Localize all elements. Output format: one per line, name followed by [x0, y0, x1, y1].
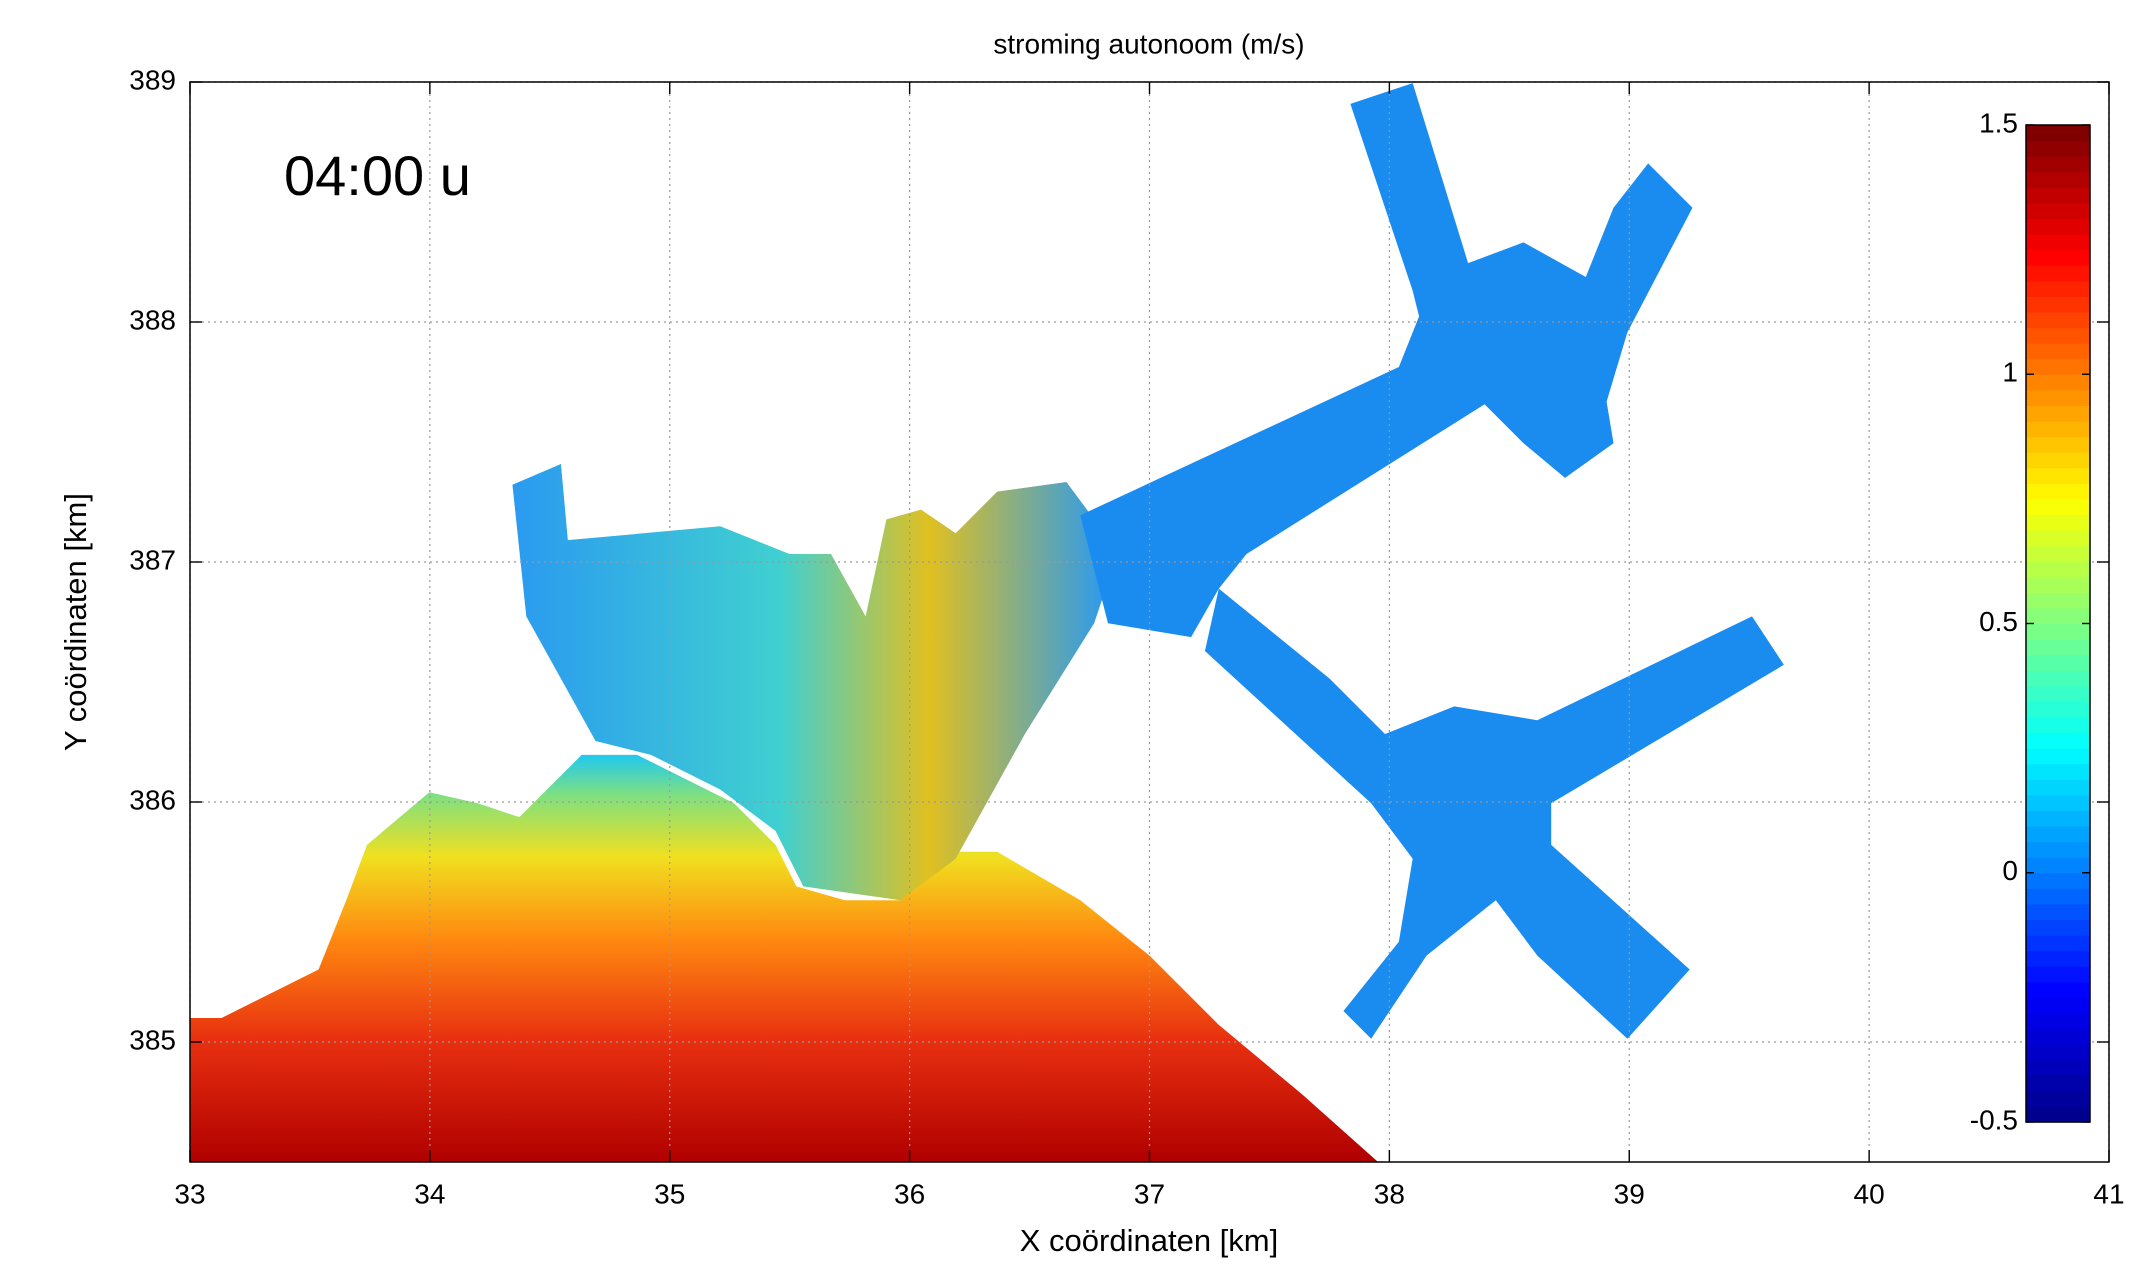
colorbar-swatch: [2026, 436, 2090, 453]
colorbar-swatch: [2026, 374, 2090, 391]
colorbar-swatch: [2026, 950, 2090, 967]
colorbar-swatch: [2026, 187, 2090, 204]
colorbar-swatch: [2026, 140, 2090, 157]
colorbar-tick-label: 0.5: [1979, 606, 2018, 637]
colorbar-swatch: [2026, 981, 2090, 998]
colorbar-swatch: [2026, 623, 2090, 640]
colorbar-swatch: [2026, 498, 2090, 516]
harbour-arm: [1080, 297, 1489, 638]
colorbar-swatch: [2026, 1075, 2090, 1092]
colorbar-swatch: [2026, 810, 2090, 827]
y-tick-label: 388: [129, 304, 176, 335]
colorbar-swatch: [2026, 1059, 2090, 1076]
colorbar-swatch: [2026, 561, 2090, 578]
x-tick-label: 39: [1614, 1178, 1645, 1209]
colorbar-swatch: [2026, 452, 2090, 469]
colorbar-swatch: [2026, 125, 2090, 142]
colorbar-swatch: [2026, 763, 2090, 780]
colorbar-swatch: [2026, 514, 2090, 531]
colorbar-swatch: [2026, 327, 2090, 344]
colorbar-swatch: [2026, 545, 2090, 562]
colorbar-swatch: [2026, 1106, 2090, 1123]
colorbar-swatch: [2026, 296, 2090, 313]
colorbar-swatch: [2026, 280, 2090, 297]
colorbar-swatch: [2026, 265, 2090, 282]
colorbar-swatch: [2026, 218, 2090, 235]
colorbar-swatch: [2026, 483, 2090, 500]
colorbar-swatch: [2026, 732, 2090, 749]
colorbar-swatch: [2026, 966, 2090, 983]
colorbar-swatch: [2026, 716, 2090, 734]
colorbar-swatch: [2026, 685, 2090, 702]
colorbar-swatch: [2026, 1044, 2090, 1061]
chart-title: stroming autonoom (m/s): [993, 28, 1304, 59]
colorbar-swatch: [2026, 530, 2090, 547]
colorbar-swatch: [2026, 1028, 2090, 1045]
colorbar-tick-label: -0.5: [1970, 1104, 2018, 1135]
colorbar-swatch: [2026, 826, 2090, 843]
x-tick-label: 37: [1134, 1178, 1165, 1209]
colorbar-swatch: [2026, 888, 2090, 905]
flow-field: [189, 83, 1784, 1163]
colorbar-swatch: [2026, 670, 2090, 687]
colorbar-swatch: [2026, 389, 2090, 407]
y-tick-label: 386: [129, 784, 176, 815]
colorbar-swatch: [2026, 997, 2090, 1014]
colorbar-swatch: [2026, 171, 2090, 188]
x-tick-label: 38: [1374, 1178, 1405, 1209]
colorbar-swatch: [2026, 358, 2090, 375]
harbour-basin: [512, 463, 1108, 901]
colorbar-swatch: [2026, 234, 2090, 251]
colorbar-swatch: [2026, 249, 2090, 266]
colorbar-swatch: [2026, 919, 2090, 936]
colorbar-swatch: [2026, 935, 2090, 952]
colorbar-tick-label: 1.5: [1979, 107, 2018, 138]
x-tick-label: 36: [894, 1178, 925, 1209]
y-tick-label: 385: [129, 1024, 176, 1055]
colorbar-tick-label: 0: [2002, 855, 2018, 886]
colorbar-tick-label: 1: [2002, 357, 2018, 388]
harbour-arm: [1350, 83, 1693, 478]
colorbar-swatch: [2026, 779, 2090, 796]
x-axis-label: X coördinaten [km]: [1020, 1223, 1278, 1258]
colorbar-swatch: [2026, 467, 2090, 484]
x-tick-label: 35: [654, 1178, 685, 1209]
sea-region: [189, 754, 1379, 1163]
y-axis-label: Y coördinaten [km]: [58, 493, 93, 751]
colorbar-swatch: [2026, 420, 2090, 438]
colorbar-swatch: [2026, 576, 2090, 593]
colorbar-swatch: [2026, 857, 2090, 874]
colorbar-swatch: [2026, 311, 2090, 329]
colorbar-swatch: [2026, 872, 2090, 889]
colorbar-swatch: [2026, 1012, 2090, 1030]
colorbar-swatch: [2026, 903, 2090, 921]
y-tick-label: 387: [129, 544, 176, 575]
time-annotation: 04:00 u: [284, 144, 471, 207]
colorbar-swatch: [2026, 405, 2090, 422]
x-tick-label: 34: [414, 1178, 445, 1209]
colorbar-swatch: [2026, 592, 2090, 609]
colorbar-swatch: [2026, 202, 2090, 220]
x-tick-label: 41: [2093, 1178, 2124, 1209]
harbour-arm: [1204, 588, 1784, 1039]
colorbar-swatch: [2026, 794, 2090, 812]
y-tick-label: 389: [129, 64, 176, 95]
colorbar-swatch: [2026, 343, 2090, 360]
colorbar-swatch: [2026, 748, 2090, 765]
x-tick-label: 33: [174, 1178, 205, 1209]
colorbar-swatch: [2026, 607, 2090, 625]
colorbar-swatch: [2026, 156, 2090, 173]
colorbar-swatch: [2026, 841, 2090, 858]
colorbar-swatch: [2026, 654, 2090, 671]
x-tick-label: 40: [1854, 1178, 1885, 1209]
colorbar-swatch: [2026, 1090, 2090, 1108]
colorbar-swatch: [2026, 639, 2090, 656]
colorbar-swatch: [2026, 701, 2090, 718]
